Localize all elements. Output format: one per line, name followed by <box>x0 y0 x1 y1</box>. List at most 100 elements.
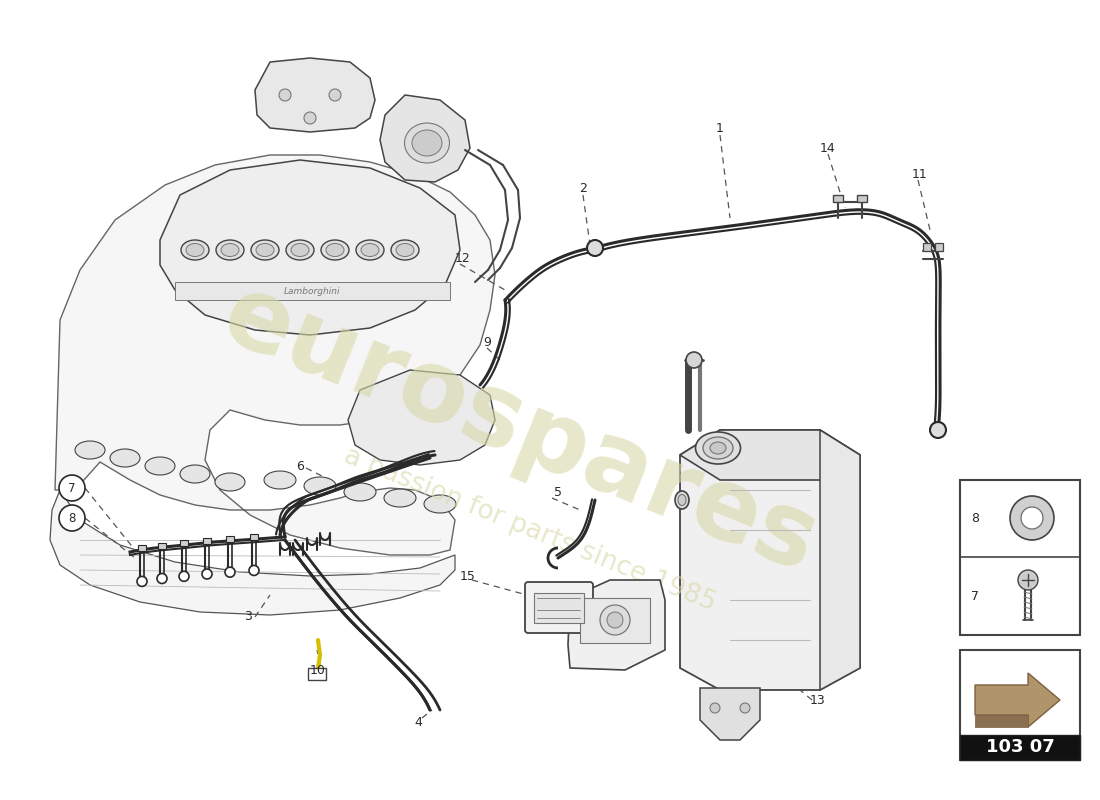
Polygon shape <box>175 282 450 300</box>
Ellipse shape <box>186 243 204 257</box>
Text: 13: 13 <box>810 694 826 706</box>
Ellipse shape <box>145 457 175 475</box>
Polygon shape <box>820 430 860 690</box>
Circle shape <box>279 89 292 101</box>
Text: 1: 1 <box>716 122 724 134</box>
Ellipse shape <box>214 473 245 491</box>
Text: 11: 11 <box>912 169 928 182</box>
Ellipse shape <box>286 240 313 260</box>
Circle shape <box>304 112 316 124</box>
Polygon shape <box>160 160 460 335</box>
Bar <box>158 542 166 549</box>
Ellipse shape <box>405 123 450 163</box>
FancyBboxPatch shape <box>525 582 593 633</box>
Circle shape <box>710 703 720 713</box>
Bar <box>180 540 188 546</box>
Ellipse shape <box>412 130 442 156</box>
Ellipse shape <box>180 465 210 483</box>
Text: Lamborghini: Lamborghini <box>284 286 340 295</box>
Bar <box>857 195 867 202</box>
Bar <box>226 536 234 542</box>
Text: 103 07: 103 07 <box>986 738 1055 756</box>
Text: 15: 15 <box>460 570 476 582</box>
Circle shape <box>740 703 750 713</box>
Polygon shape <box>379 95 470 182</box>
Ellipse shape <box>356 240 384 260</box>
Bar <box>138 546 146 551</box>
Text: 2: 2 <box>579 182 587 194</box>
Bar <box>960 735 1080 760</box>
Text: 14: 14 <box>821 142 836 154</box>
Ellipse shape <box>256 243 274 257</box>
Circle shape <box>59 505 85 531</box>
Circle shape <box>930 422 946 438</box>
Ellipse shape <box>361 243 379 257</box>
Ellipse shape <box>216 240 244 260</box>
Text: 9: 9 <box>483 335 491 349</box>
Polygon shape <box>55 155 495 555</box>
Text: 12: 12 <box>455 251 471 265</box>
Ellipse shape <box>344 483 376 501</box>
Bar <box>308 668 326 680</box>
Polygon shape <box>568 580 666 670</box>
Ellipse shape <box>264 471 296 489</box>
Polygon shape <box>975 715 1028 727</box>
Circle shape <box>1018 570 1038 590</box>
Circle shape <box>138 576 147 586</box>
Ellipse shape <box>321 240 349 260</box>
Text: 4: 4 <box>414 717 422 730</box>
Ellipse shape <box>304 477 336 495</box>
Text: eurospares: eurospares <box>209 266 832 594</box>
Circle shape <box>226 567 235 577</box>
Circle shape <box>157 574 167 583</box>
Circle shape <box>686 352 702 368</box>
Circle shape <box>1010 496 1054 540</box>
Polygon shape <box>255 58 375 132</box>
Circle shape <box>249 566 258 575</box>
Ellipse shape <box>675 491 689 509</box>
Ellipse shape <box>75 441 104 459</box>
Polygon shape <box>348 370 495 465</box>
Circle shape <box>587 240 603 256</box>
Polygon shape <box>50 490 455 615</box>
Circle shape <box>600 605 630 635</box>
Ellipse shape <box>695 432 740 464</box>
Text: 8: 8 <box>68 511 76 525</box>
Bar <box>960 650 1080 760</box>
Text: 7: 7 <box>971 590 979 602</box>
Circle shape <box>607 612 623 628</box>
Bar <box>935 243 943 251</box>
Circle shape <box>329 89 341 101</box>
Polygon shape <box>680 430 860 480</box>
Ellipse shape <box>396 243 414 257</box>
Ellipse shape <box>678 494 686 506</box>
Ellipse shape <box>110 449 140 467</box>
Ellipse shape <box>292 243 309 257</box>
Text: 7: 7 <box>68 482 76 494</box>
Bar <box>580 598 650 643</box>
Bar <box>960 480 1080 635</box>
Polygon shape <box>975 673 1060 727</box>
Circle shape <box>179 571 189 582</box>
Bar <box>534 593 584 623</box>
Bar <box>250 534 258 541</box>
Ellipse shape <box>251 240 279 260</box>
Polygon shape <box>700 688 760 740</box>
Ellipse shape <box>703 437 733 459</box>
Text: 8: 8 <box>971 511 979 525</box>
Circle shape <box>59 475 85 501</box>
Ellipse shape <box>326 243 344 257</box>
Polygon shape <box>680 430 860 690</box>
Circle shape <box>1021 507 1043 529</box>
Text: 5: 5 <box>554 486 562 499</box>
Circle shape <box>202 569 212 579</box>
Ellipse shape <box>424 495 456 513</box>
Ellipse shape <box>390 240 419 260</box>
Ellipse shape <box>182 240 209 260</box>
Text: 6: 6 <box>296 459 304 473</box>
Text: 3: 3 <box>244 610 252 623</box>
Bar <box>923 243 931 251</box>
Ellipse shape <box>384 489 416 507</box>
Text: 10: 10 <box>310 663 326 677</box>
Ellipse shape <box>221 243 239 257</box>
